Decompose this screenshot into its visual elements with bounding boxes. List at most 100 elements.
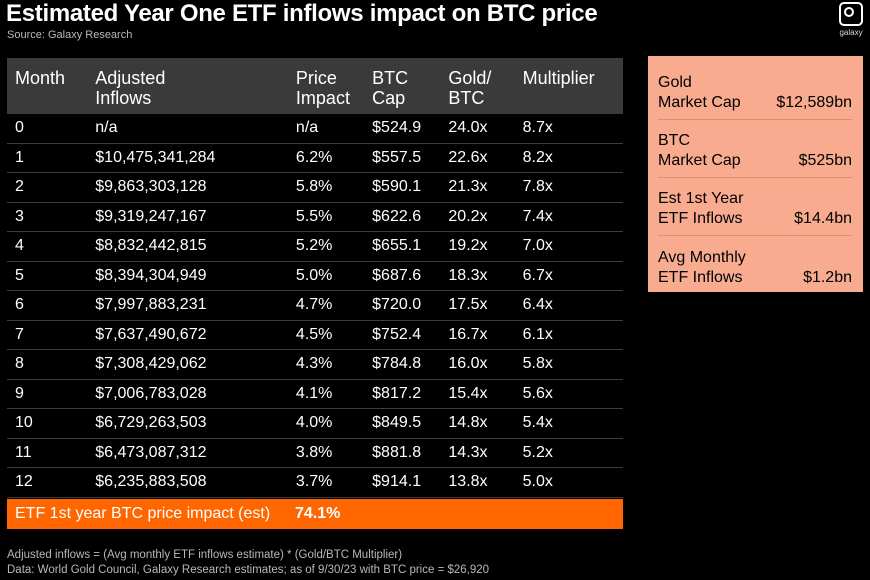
cell-btc-cap: $590.1 <box>372 172 449 203</box>
cell-multiplier: 7.0x <box>522 231 623 262</box>
cell-gold-btc: 14.8x <box>448 408 523 439</box>
header-btc-cap: BTC Cap <box>372 68 409 108</box>
cell-adjusted-inflows: $8,832,442,815 <box>95 231 296 262</box>
cell-multiplier: 6.1x <box>522 320 623 350</box>
cell-multiplier: 7.8x <box>522 172 623 203</box>
cell-gold-btc: 14.3x <box>448 438 523 468</box>
cell-price-impact: 3.8% <box>295 438 373 468</box>
table-row: 9 $7,006,783,028 4.1% $817.2 15.4x 5.6x <box>7 379 623 409</box>
table-row: 8 $7,308,429,062 4.3% $784.8 16.0x 5.8x <box>7 349 623 380</box>
cell-adjusted-inflows: n/a <box>95 114 296 144</box>
cell-btc-cap: $557.5 <box>372 143 449 173</box>
cell-btc-cap: $524.9 <box>372 114 449 144</box>
summary-item: BTC Market Cap $525bn <box>658 120 852 178</box>
summary-panel: Gold Market Cap $12,589bn BTC Market Cap $5… <box>648 56 863 292</box>
cell-adjusted-inflows: $7,308,429,062 <box>95 349 296 380</box>
source-note: Source: Galaxy Research <box>7 29 133 41</box>
summary-label: BTC Market Cap <box>658 132 741 169</box>
cell-month: 2 <box>7 172 96 203</box>
cell-price-impact: 4.3% <box>295 349 373 380</box>
cell-month: 12 <box>7 467 96 498</box>
cell-adjusted-inflows: $7,997,883,231 <box>95 290 296 321</box>
table-row: 5 $8,394,304,949 5.0% $687.6 18.3x 6.7x <box>7 261 623 291</box>
cell-btc-cap: $849.5 <box>372 408 449 439</box>
table-row: 12 $6,235,883,508 3.7% $914.1 13.8x 5.0x <box>7 467 623 498</box>
cell-month: 1 <box>7 143 96 173</box>
cell-btc-cap: $752.4 <box>372 320 449 350</box>
cell-price-impact: 4.7% <box>295 290 373 321</box>
cell-gold-btc: 20.2x <box>448 202 523 232</box>
table-row: 4 $8,832,442,815 5.2% $655.1 19.2x 7.0x <box>7 231 623 262</box>
logo-text: galaxy <box>839 28 863 37</box>
cell-month: 8 <box>7 349 96 380</box>
cell-btc-cap: $784.8 <box>372 349 449 380</box>
cell-adjusted-inflows: $9,319,247,167 <box>95 202 296 232</box>
cell-month: 0 <box>7 114 96 144</box>
cell-gold-btc: 22.6x <box>448 143 523 173</box>
cell-month: 3 <box>7 202 96 232</box>
header-gold-btc: Gold/ BTC <box>448 68 492 108</box>
header-adjusted-inflows: Adjusted Inflows <box>95 68 166 108</box>
table-header-row: Month Adjusted Inflows Price Impact BTC … <box>7 58 623 114</box>
cell-multiplier: 6.4x <box>522 290 623 321</box>
cell-multiplier: 5.8x <box>522 349 623 380</box>
cell-multiplier: 7.4x <box>522 202 623 232</box>
cell-gold-btc: 16.0x <box>448 349 523 380</box>
cell-price-impact: 5.8% <box>295 172 373 203</box>
cell-month: 9 <box>7 379 96 409</box>
cell-price-impact: 5.0% <box>295 261 373 291</box>
inflows-table: Month Adjusted Inflows Price Impact BTC … <box>7 58 623 498</box>
summary-value: $14.4bn <box>794 210 852 227</box>
galaxy-logo-icon <box>839 2 863 26</box>
cell-price-impact: 4.5% <box>295 320 373 350</box>
cell-adjusted-inflows: $6,473,087,312 <box>95 438 296 468</box>
cell-month: 10 <box>7 408 96 439</box>
summary-item: Avg Monthly ETF Inflows $1.2bn <box>658 236 852 294</box>
cell-month: 11 <box>7 438 96 468</box>
cell-multiplier: 5.0x <box>522 467 623 498</box>
page-title: Estimated Year One ETF inflows impact on… <box>6 0 598 27</box>
cell-price-impact: 5.5% <box>295 202 373 232</box>
cell-month: 4 <box>7 231 96 262</box>
summary-label: Gold Market Cap <box>658 74 741 111</box>
header-month: Month <box>15 68 66 88</box>
table-row: 1 $10,475,341,284 6.2% $557.5 22.6x 8.2x <box>7 143 623 173</box>
summary-label: Est 1st Year ETF Inflows <box>658 190 744 227</box>
footer-formula: Adjusted inflows = (Avg monthly ETF infl… <box>7 549 403 561</box>
table-row: 6 $7,997,883,231 4.7% $720.0 17.5x 6.4x <box>7 290 623 321</box>
summary-value: $525bn <box>798 152 852 169</box>
cell-price-impact: 5.2% <box>295 231 373 262</box>
galaxy-logo: galaxy <box>833 2 869 37</box>
cell-price-impact: 4.1% <box>295 379 373 409</box>
cell-gold-btc: 15.4x <box>448 379 523 409</box>
cell-price-impact: 4.0% <box>295 408 373 439</box>
cell-month: 7 <box>7 320 96 350</box>
total-impact-label: ETF 1st year BTC price impact (est) <box>15 505 271 522</box>
cell-price-impact: n/a <box>295 114 373 144</box>
cell-gold-btc: 17.5x <box>448 290 523 321</box>
table-row: 11 $6,473,087,312 3.8% $881.8 14.3x 5.2x <box>7 438 623 468</box>
cell-btc-cap: $720.0 <box>372 290 449 321</box>
cell-price-impact: 3.7% <box>295 467 373 498</box>
summary-item: Gold Market Cap $12,589bn <box>658 62 852 120</box>
cell-adjusted-inflows: $7,006,783,028 <box>95 379 296 409</box>
summary-value: $12,589bn <box>776 94 852 111</box>
cell-adjusted-inflows: $8,394,304,949 <box>95 261 296 291</box>
summary-item: Est 1st Year ETF Inflows $14.4bn <box>658 178 852 236</box>
cell-month: 5 <box>7 261 96 291</box>
cell-multiplier: 5.4x <box>522 408 623 439</box>
table-row: 7 $7,637,490,672 4.5% $752.4 16.7x 6.1x <box>7 320 623 350</box>
cell-gold-btc: 24.0x <box>448 114 523 144</box>
cell-adjusted-inflows: $10,475,341,284 <box>95 143 296 173</box>
cell-btc-cap: $817.2 <box>372 379 449 409</box>
table-row: 0 n/a n/a $524.9 24.0x 8.7x <box>7 114 623 144</box>
summary-value: $1.2bn <box>803 269 852 286</box>
cell-adjusted-inflows: $9,863,303,128 <box>95 172 296 203</box>
cell-gold-btc: 16.7x <box>448 320 523 350</box>
summary-label: Avg Monthly ETF Inflows <box>658 249 746 286</box>
cell-adjusted-inflows: $6,235,883,508 <box>95 467 296 498</box>
cell-gold-btc: 13.8x <box>448 467 523 498</box>
cell-price-impact: 6.2% <box>295 143 373 173</box>
cell-multiplier: 8.2x <box>522 143 623 173</box>
cell-gold-btc: 21.3x <box>448 172 523 203</box>
